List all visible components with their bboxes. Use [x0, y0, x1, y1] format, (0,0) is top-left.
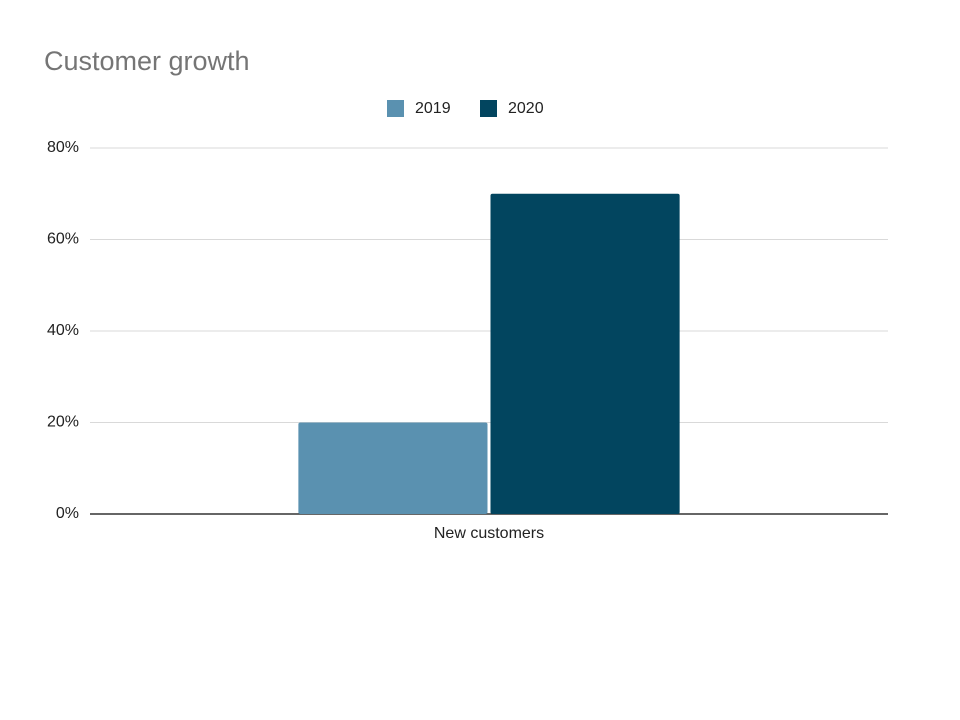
- y-tick-label: 40%: [47, 322, 79, 339]
- legend-swatch: [480, 100, 497, 117]
- legend-label: 2020: [508, 100, 544, 117]
- y-tick-label: 80%: [47, 139, 79, 156]
- y-tick-label: 20%: [47, 414, 79, 431]
- bar: [490, 193, 680, 514]
- legend-swatch: [387, 100, 404, 117]
- bar: [298, 422, 488, 514]
- y-tick-label: 60%: [47, 231, 79, 248]
- y-tick-label: 0%: [56, 505, 79, 522]
- chart-title: Customer growth: [44, 46, 250, 76]
- x-tick-label: New customers: [434, 525, 544, 542]
- legend-label: 2019: [415, 100, 451, 117]
